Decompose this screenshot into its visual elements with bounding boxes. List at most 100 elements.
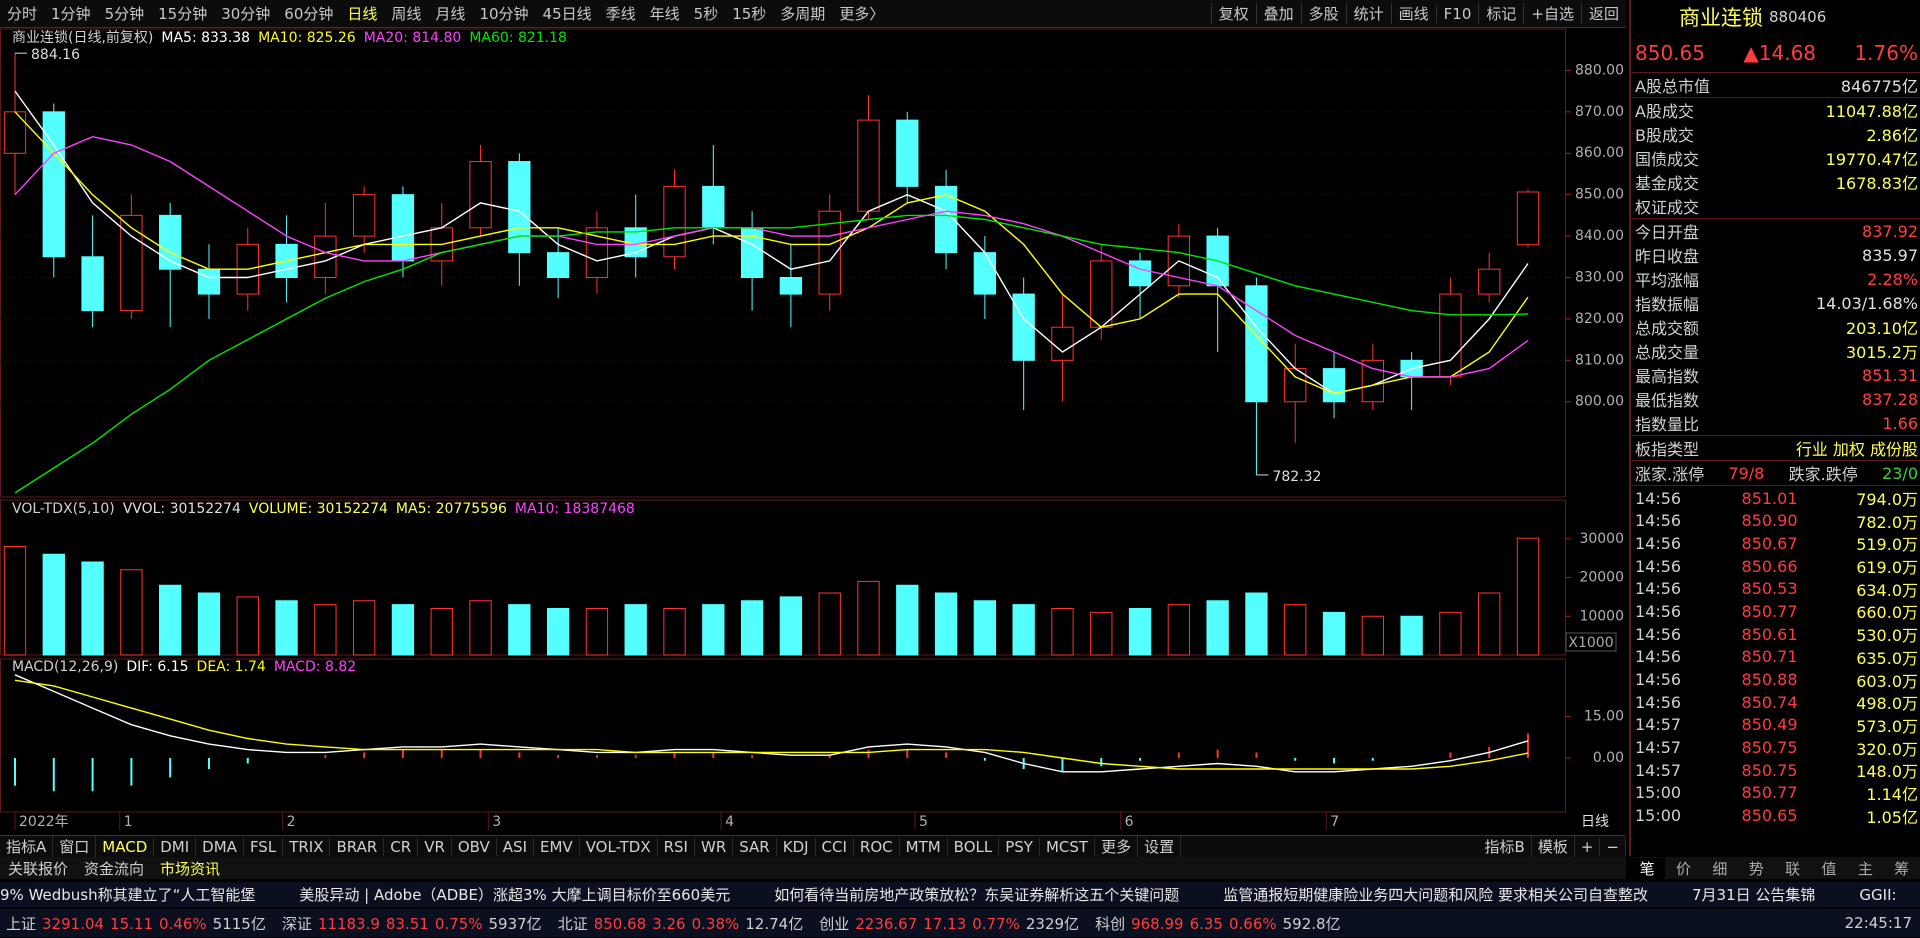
indicator-tab[interactable]: FSL <box>244 837 284 856</box>
indicator-button[interactable]: − <box>1600 837 1626 856</box>
period-tab[interactable]: 15分钟 <box>158 5 208 23</box>
trade-price: 850.90 <box>1741 511 1798 531</box>
period-tab[interactable]: 5分钟 <box>104 5 145 23</box>
indicator-button[interactable]: 指标B <box>1479 836 1532 857</box>
period-tab[interactable]: 60分钟 <box>284 5 334 23</box>
side-tab[interactable]: 值 <box>1821 859 1837 878</box>
news-item[interactable]: 美股异动 | Adobe（ADBE）涨超3% 大摩上调目标价至660美元 <box>299 886 731 904</box>
indicator-tab[interactable]: WR <box>695 837 734 856</box>
index-chg: 17.13 <box>923 914 967 933</box>
indicator-tab[interactable]: VR <box>418 837 452 856</box>
indicator-tab[interactable]: 指标A <box>0 836 54 857</box>
y-tick-label: 880.00 <box>1575 62 1624 78</box>
volume-bar <box>1012 604 1035 656</box>
period-tab[interactable]: 1分钟 <box>51 5 91 23</box>
clock: 22:45:17 <box>1844 914 1912 932</box>
news-item[interactable]: GGII: <box>1859 885 1897 904</box>
indicator-tab[interactable]: SAR <box>733 837 777 856</box>
news-tab[interactable]: 关联报价 <box>8 859 69 878</box>
index-name: 北证 <box>557 914 588 933</box>
trade-row: 14:56 850.53 634.0万 <box>1631 577 1920 600</box>
chart-title: 商业连锁(日线,前复权) <box>12 29 153 46</box>
indicator-tab[interactable]: MACD <box>96 837 155 856</box>
indicator-tab[interactable]: 设置 <box>1138 836 1182 857</box>
period-tab[interactable]: 月线 <box>435 5 466 23</box>
indicator-tab[interactable]: 更多 <box>1095 836 1139 857</box>
news-item[interactable]: 如何看待当前房地产政策放松？东吴证券解析这五个关键问题 <box>774 886 1180 904</box>
tool-button[interactable]: 返回 <box>1580 3 1626 24</box>
period-tab[interactable]: 30分钟 <box>221 5 271 23</box>
period-tab[interactable]: 15秒 <box>732 5 767 23</box>
trade-volume: 603.0万 <box>1856 671 1918 691</box>
x-tick-label: 7 <box>1330 814 1339 830</box>
period-tab[interactable]: 日线 <box>347 5 378 23</box>
trade-time: 14:56 <box>1635 511 1682 531</box>
legend-entry: DIF: 6.15 <box>126 659 188 675</box>
indicator-tab[interactable]: CCI <box>816 837 854 856</box>
legend-entry: VVOL: 30152274 <box>123 501 241 517</box>
stat-value: 14.03/1.68% <box>1815 293 1918 313</box>
side-tab[interactable]: 势 <box>1748 859 1764 878</box>
indicator-tab[interactable]: KDJ <box>777 837 816 856</box>
indicator-tab[interactable]: EMV <box>534 837 580 856</box>
tool-button[interactable]: 标记 <box>1478 3 1523 24</box>
index-amt: 12.74亿 <box>745 914 804 933</box>
side-tab[interactable]: 筹 <box>1894 859 1910 878</box>
period-tab[interactable]: 分时 <box>7 5 38 23</box>
indicator-tab[interactable]: ASI <box>497 837 534 856</box>
period-tab[interactable]: 年线 <box>649 5 680 23</box>
indicator-line <box>14 90 1529 395</box>
tool-button[interactable]: 统计 <box>1345 3 1391 24</box>
tool-button[interactable]: 多股 <box>1300 3 1346 24</box>
period-tab[interactable]: 10分钟 <box>479 5 529 23</box>
indicator-tab[interactable]: 窗口 <box>53 836 97 857</box>
news-tab[interactable]: 资金流向 <box>84 859 145 878</box>
indicator-tab[interactable]: OBV <box>452 837 497 856</box>
stat-row: 指数振幅 14.03/1.68% <box>1631 291 1920 315</box>
tool-button[interactable]: +自选 <box>1523 3 1581 24</box>
side-tab[interactable]: 主 <box>1857 859 1873 878</box>
indicator-button[interactable]: 模板 <box>1532 836 1575 857</box>
y-tick-label: 830.00 <box>1575 269 1624 285</box>
news-tab[interactable]: 市场资讯 <box>160 859 221 878</box>
tool-button[interactable]: F10 <box>1435 4 1479 23</box>
indicator-tab[interactable]: CR <box>384 837 419 856</box>
period-tab[interactable]: 多周期 <box>780 5 826 23</box>
tool-button[interactable]: 叠加 <box>1255 3 1301 24</box>
side-tab[interactable]: 价 <box>1676 859 1692 878</box>
indicator-tab[interactable]: ROC <box>854 837 900 856</box>
period-tab[interactable]: 更多〉 <box>839 5 885 23</box>
indicator-tab[interactable]: BRAR <box>330 837 385 856</box>
tool-button[interactable]: 复权 <box>1210 3 1256 24</box>
period-tab[interactable]: 周线 <box>391 5 422 23</box>
indicator-tab[interactable]: DMA <box>196 837 244 856</box>
indicator-tab[interactable]: TRIX <box>283 837 331 856</box>
indicator-tab[interactable]: BOLL <box>948 837 1000 856</box>
stat-value: 837.92 <box>1862 221 1918 241</box>
indicator-tab[interactable]: VOL-TDX <box>580 837 658 856</box>
news-item[interactable]: 9% Wedbush称其建立了“人工智能堡 <box>0 886 256 904</box>
side-tab[interactable]: 细 <box>1712 859 1728 878</box>
tool-button[interactable]: 画线 <box>1390 3 1436 24</box>
indicator-button[interactable]: + <box>1575 837 1601 856</box>
y-tick-label: 800.00 <box>1575 394 1624 410</box>
period-tab[interactable]: 5秒 <box>693 5 719 23</box>
period-tab[interactable]: 45日线 <box>542 5 592 23</box>
side-tab[interactable]: 笔 <box>1629 857 1666 879</box>
indicator-tab[interactable]: DMI <box>154 837 197 856</box>
indicator-tab[interactable]: RSI <box>658 837 695 856</box>
stat-label: A股成交 <box>1635 102 1694 121</box>
indicator-line <box>14 214 1529 494</box>
indicator-tab[interactable]: PSY <box>999 837 1040 856</box>
period-tab[interactable]: 季线 <box>605 5 636 23</box>
indicator-tab[interactable]: MCST <box>1040 837 1096 856</box>
trade-volume: 794.0万 <box>1856 490 1918 509</box>
trade-volume: 320.0万 <box>1856 739 1918 759</box>
side-tab[interactable]: 联 <box>1785 859 1801 878</box>
stat-row: A股总市值 846775亿 <box>1631 73 1920 98</box>
stat-row: B股成交 2.86亿 <box>1631 122 1920 146</box>
news-item[interactable]: 7月31日 公告集锦 <box>1692 886 1816 904</box>
news-item[interactable]: 监管通报短期健康险业务四大问题和风险 要求相关公司自查整改 <box>1223 886 1648 904</box>
indicator-tab[interactable]: MTM <box>900 837 948 856</box>
stat-value: 11047.88亿 <box>1825 102 1918 121</box>
